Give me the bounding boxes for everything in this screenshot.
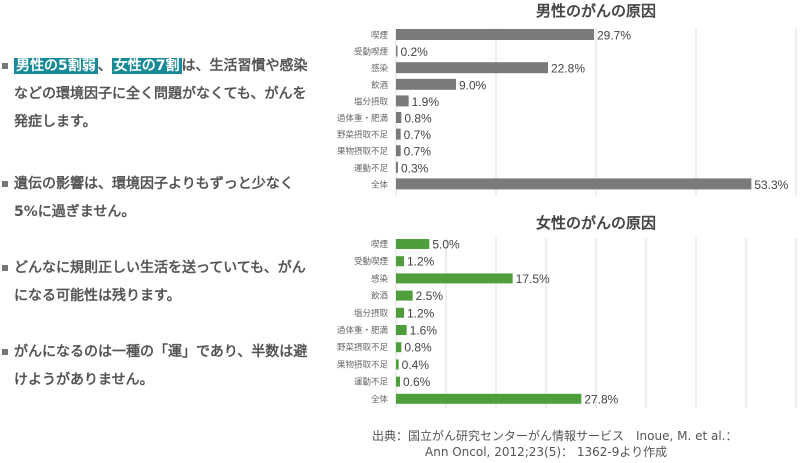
data-label: 1.2% bbox=[407, 255, 435, 269]
highlight-text: 男性の5割弱 bbox=[14, 58, 98, 74]
bar bbox=[396, 325, 407, 335]
bullet-text: 、 bbox=[97, 58, 112, 74]
category-label: 受動喫煙 bbox=[354, 47, 389, 58]
bullet-text: は、生活習慣や感染などの環境因子に全く問題がなくても、がんを発症します。 bbox=[14, 58, 308, 130]
source-line-2: Ann Oncol, 2012;23(5)： 1362-9より作成 bbox=[425, 445, 668, 459]
bar bbox=[396, 45, 398, 57]
category-label: 飲酒 bbox=[371, 80, 389, 91]
bar bbox=[396, 307, 404, 318]
female-chart-title: 女性のがんの原因 bbox=[535, 214, 656, 232]
category-label: 全体 bbox=[371, 179, 389, 190]
data-label: 0.7% bbox=[404, 128, 432, 142]
category-label: 感染 bbox=[371, 63, 389, 74]
data-label: 53.3% bbox=[754, 178, 788, 192]
category-label: 過体重・肥満 bbox=[337, 113, 389, 124]
category-label: 喫煙 bbox=[371, 239, 389, 250]
category-label: 野菜摂取不足 bbox=[337, 342, 389, 353]
category-label: 塩分摂取 bbox=[354, 96, 389, 107]
bullet-text: がんになるのは一種の「運」であり、半数は避けようがありません。 bbox=[14, 344, 308, 388]
bar bbox=[396, 29, 594, 40]
bullet-item: 男性の5割弱、女性の7割 は、生活習慣や感染などの環境因子に全く問題がなくても、が… bbox=[0, 52, 320, 136]
bullet-square-icon bbox=[2, 181, 8, 187]
category-label: 野菜摂取不足 bbox=[337, 130, 389, 141]
data-label: 0.6% bbox=[403, 375, 431, 389]
data-label: 0.3% bbox=[401, 161, 429, 175]
data-label: 0.8% bbox=[404, 341, 432, 355]
data-label: 27.8% bbox=[584, 392, 618, 406]
data-label: 0.4% bbox=[402, 358, 430, 372]
data-label: 0.8% bbox=[404, 112, 432, 126]
highlight-text: 女性の7割 bbox=[111, 58, 182, 74]
source-note: 出典：国立がん研究センターがん情報サービス Inoue, M. et al.： … bbox=[372, 428, 738, 460]
category-label: 運動不足 bbox=[354, 163, 389, 174]
bar bbox=[396, 145, 401, 157]
bar bbox=[396, 178, 752, 190]
bar bbox=[396, 128, 401, 140]
bar bbox=[396, 359, 399, 370]
data-label: 17.5% bbox=[516, 272, 550, 286]
category-label: 全体 bbox=[371, 394, 389, 405]
bar bbox=[396, 256, 404, 267]
bar bbox=[396, 62, 548, 74]
data-label: 2.5% bbox=[416, 289, 444, 303]
bullet-text: 遺伝の影響は、環境因子よりもずっと少なく5%に過ぎません。 bbox=[14, 176, 294, 220]
bar bbox=[396, 273, 513, 284]
bar bbox=[396, 95, 409, 107]
category-label: 飲酒 bbox=[371, 291, 389, 302]
bar bbox=[396, 112, 402, 123]
data-label: 1.9% bbox=[412, 95, 440, 109]
bullet-item: どんなに規則正しい生活を送っていても、がんになる可能性は残ります。 bbox=[0, 254, 320, 310]
bullet-item: 遺伝の影響は、環境因子よりもずっと少なく5%に過ぎません。 bbox=[0, 170, 320, 226]
category-label: 喫煙 bbox=[371, 30, 389, 41]
bullet-square-icon bbox=[2, 349, 8, 355]
bullet-square-icon bbox=[2, 265, 8, 271]
bar bbox=[396, 161, 398, 173]
category-label: 塩分摂取 bbox=[354, 308, 389, 319]
data-label: 1.2% bbox=[407, 306, 435, 320]
data-label: 0.2% bbox=[401, 45, 429, 59]
category-label: 感染 bbox=[371, 273, 389, 284]
category-label: 果物摂取不足 bbox=[337, 359, 389, 370]
data-label: 22.8% bbox=[551, 62, 585, 76]
bullet-square-icon bbox=[2, 63, 8, 69]
bar bbox=[396, 290, 413, 301]
category-label: 受動喫煙 bbox=[354, 256, 389, 267]
data-label: 9.0% bbox=[459, 78, 487, 92]
data-label: 5.0% bbox=[432, 238, 460, 252]
bar bbox=[396, 393, 582, 404]
category-label: 果物摂取不足 bbox=[337, 146, 389, 157]
data-label: 0.7% bbox=[404, 145, 432, 159]
data-label: 1.6% bbox=[410, 324, 438, 338]
bar bbox=[396, 78, 456, 90]
category-label: 過体重・肥満 bbox=[337, 325, 389, 336]
bar bbox=[396, 342, 402, 353]
bullet-item: がんになるのは一種の「運」であり、半数は避けようがありません。 bbox=[0, 338, 320, 394]
data-label: 29.7% bbox=[597, 29, 631, 43]
bullet-text: どんなに規則正しい生活を送っていても、がんになる可能性は残ります。 bbox=[14, 260, 306, 304]
bar bbox=[396, 239, 430, 249]
source-line-1: 出典：国立がん研究センターがん情報サービス Inoue, M. et al.： bbox=[372, 429, 738, 443]
bar bbox=[396, 376, 400, 387]
category-label: 運動不足 bbox=[354, 377, 389, 388]
male-chart-title: 男性のがんの原因 bbox=[535, 2, 656, 20]
